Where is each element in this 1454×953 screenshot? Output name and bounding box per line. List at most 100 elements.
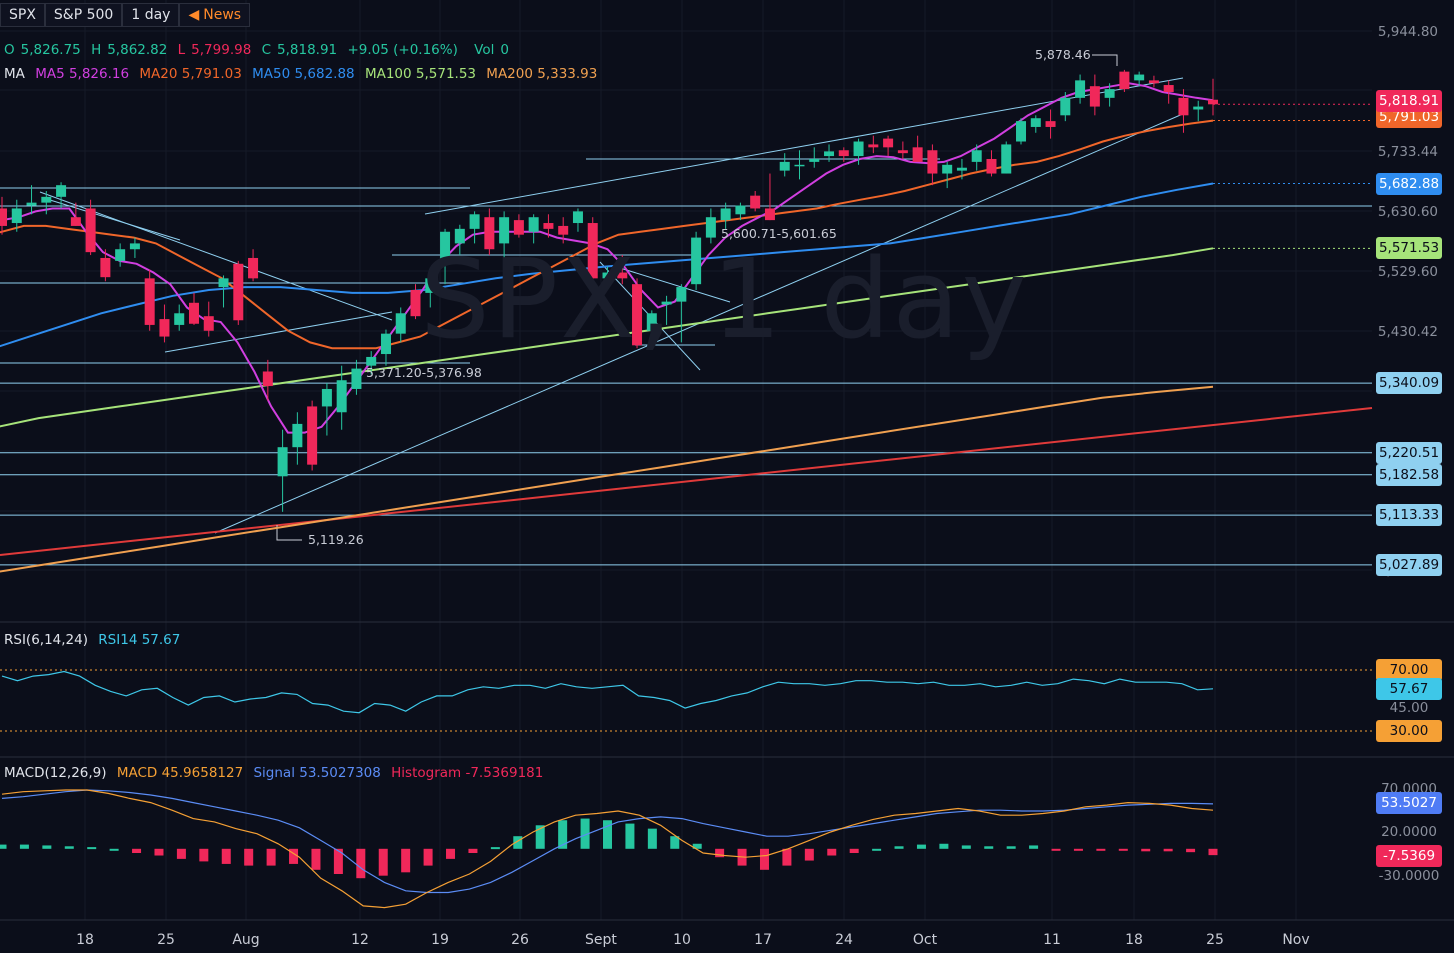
candle-body	[824, 151, 835, 157]
candle-body	[1134, 74, 1145, 81]
candle-body	[883, 138, 894, 148]
candle	[1089, 74, 1100, 116]
candle-body	[1045, 121, 1056, 127]
candle-body	[277, 447, 288, 477]
high-value: 5,862.82	[107, 42, 168, 58]
low-label: L	[177, 42, 186, 58]
histogram-bar	[1163, 848, 1173, 852]
volume-label: Vol	[474, 42, 495, 58]
symbol-button[interactable]: SPX	[0, 3, 45, 27]
change-value: +9.05 (+0.16%)	[347, 42, 458, 58]
ma100-value: MA100 5,571.53	[364, 66, 476, 82]
horizontal-levels	[0, 103, 1372, 566]
candle	[484, 208, 495, 256]
histogram-bar	[87, 847, 97, 850]
candle-body	[395, 313, 406, 334]
price-tag: 5,340.09	[1376, 372, 1442, 395]
candle-body	[986, 158, 997, 174]
histogram-bar	[759, 848, 769, 870]
histogram-bar	[670, 836, 680, 849]
low-marker	[276, 525, 302, 541]
candle	[794, 150, 805, 180]
ma-legend: MA MA5 5,826.16 MA20 5,791.03 MA50 5,682…	[4, 66, 603, 82]
candle	[691, 231, 702, 290]
histogram-bar	[1096, 848, 1106, 851]
candle	[56, 182, 67, 209]
time-label: 24	[835, 932, 853, 948]
candle	[499, 211, 510, 258]
candle-body	[1089, 86, 1100, 107]
news-button[interactable]: ◀ News	[179, 3, 251, 27]
candle-body	[572, 211, 583, 224]
histogram-bar	[1118, 848, 1128, 851]
candle-body	[321, 388, 332, 407]
candle	[912, 135, 923, 162]
rsi-tag: 45.00	[1389, 700, 1429, 716]
candle-body	[853, 141, 864, 157]
candle-body	[70, 217, 81, 226]
rsi-label: RSI(6,14,24)	[4, 632, 88, 648]
time-label: Sept	[585, 932, 617, 948]
macd-pane	[0, 789, 1218, 909]
candle	[927, 144, 938, 186]
candle	[41, 191, 52, 215]
candle-body	[809, 158, 820, 162]
histogram-bar	[221, 848, 231, 864]
histogram-bar	[580, 818, 590, 849]
histogram-bar	[132, 848, 142, 853]
histogram-bar	[872, 848, 882, 851]
candle-body	[956, 167, 967, 171]
time-label: 11	[1043, 932, 1061, 948]
candle	[779, 153, 790, 177]
histogram-bar	[378, 848, 388, 876]
price-tick: 5,630.60	[1378, 204, 1438, 220]
candle	[883, 135, 894, 157]
histogram-bar	[199, 848, 209, 862]
open-value: 5,826.75	[20, 42, 81, 58]
macd-legend: MACD(12,26,9) MACD 45.9658127 Signal 53.…	[4, 765, 549, 781]
candle-body	[351, 368, 362, 389]
candle-body	[513, 220, 524, 235]
range-annotation-1: 5,371.20-5,376.98	[366, 365, 482, 380]
candle-body	[336, 380, 347, 413]
candlesticks	[0, 69, 1218, 512]
candle-body	[927, 150, 938, 174]
histogram-bar	[1208, 848, 1218, 856]
histogram-bar	[311, 848, 321, 870]
candle-body	[602, 272, 613, 279]
chart-header: SPX S&P 500 1 day ◀ News	[0, 0, 251, 30]
candle-body	[115, 249, 126, 261]
price-tag: 5,682.88	[1376, 172, 1442, 195]
candle-body	[41, 196, 52, 203]
candle-body	[440, 231, 451, 264]
candle	[528, 214, 539, 244]
candle-body	[11, 208, 22, 224]
rsi-tag: 57.67	[1376, 678, 1442, 700]
histogram-bar	[64, 846, 74, 849]
candle	[735, 202, 746, 221]
candle-body	[484, 217, 495, 250]
candle	[366, 351, 377, 375]
candle	[986, 150, 997, 177]
histogram-bar	[558, 820, 568, 849]
price-tick: 5,944.80	[1378, 24, 1438, 40]
candle-body	[942, 164, 953, 174]
time-label: 17	[754, 932, 772, 948]
candle	[838, 147, 849, 162]
symbol-name[interactable]: S&P 500	[44, 3, 123, 27]
low-annotation: 5,119.26	[308, 532, 364, 547]
candle	[897, 141, 908, 159]
candle	[380, 329, 391, 366]
trend-line	[164, 311, 393, 353]
histogram-bar	[916, 844, 926, 849]
trend-line	[39, 191, 393, 321]
histogram-bar	[692, 843, 702, 849]
chart-grid	[0, 0, 1454, 921]
candle-body	[499, 217, 510, 244]
candle	[1119, 69, 1130, 93]
ma50-line	[0, 182, 1214, 348]
candle	[720, 202, 731, 229]
candle-body	[469, 214, 480, 229]
interval-button[interactable]: 1 day	[122, 3, 180, 27]
